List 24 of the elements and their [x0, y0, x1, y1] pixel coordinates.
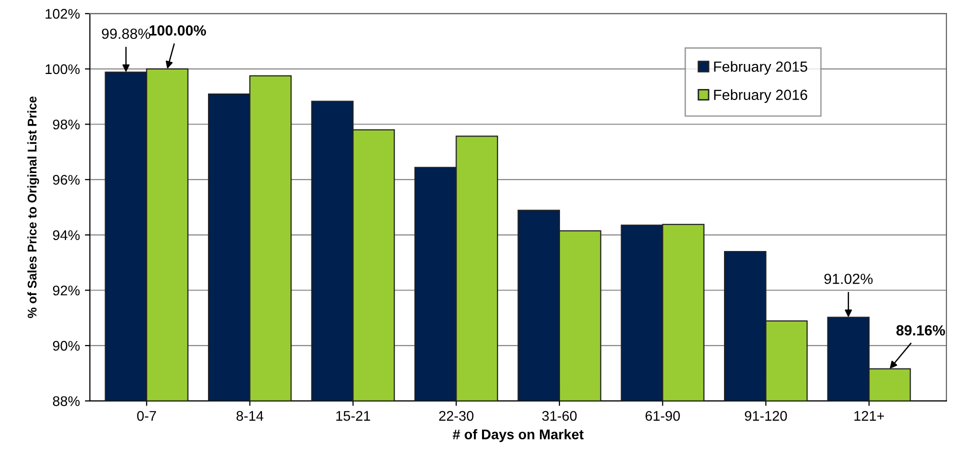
- legend-label: February 2016: [714, 89, 808, 103]
- x-tick-label: 91-120: [744, 410, 787, 421]
- y-tick-label: 100%: [46, 64, 80, 74]
- x-tick-label: 22-30: [439, 410, 474, 421]
- y-tick-label: 94%: [52, 230, 80, 240]
- y-tick-label: 90%: [52, 340, 80, 351]
- x-tick-label: 121+: [854, 410, 884, 421]
- y-tick-label: 102%: [46, 8, 80, 19]
- y-tick-label: 92%: [52, 286, 80, 296]
- annotation: 91.02%: [824, 274, 873, 284]
- legend-label: February 2015: [714, 61, 808, 75]
- y-tick-label: 88%: [52, 396, 80, 406]
- annotation: 89.16%: [896, 325, 945, 336]
- y-axis-title: % of Sales Price to Original List Price: [27, 96, 40, 318]
- y-tick-label: 96%: [52, 174, 80, 185]
- x-tick-label: 61-90: [646, 410, 680, 421]
- y-tick-label: 98%: [52, 120, 80, 130]
- annotation: 100.00%: [150, 25, 206, 36]
- x-tick-label: 31-60: [542, 410, 577, 421]
- x-tick-label: 15-21: [336, 410, 370, 421]
- annotation: 99.88%: [102, 28, 150, 39]
- x-axis-title: # of Days on Market: [452, 429, 584, 442]
- x-tick-label: 0-7: [137, 410, 156, 421]
- x-tick-label: 8-14: [236, 410, 264, 421]
